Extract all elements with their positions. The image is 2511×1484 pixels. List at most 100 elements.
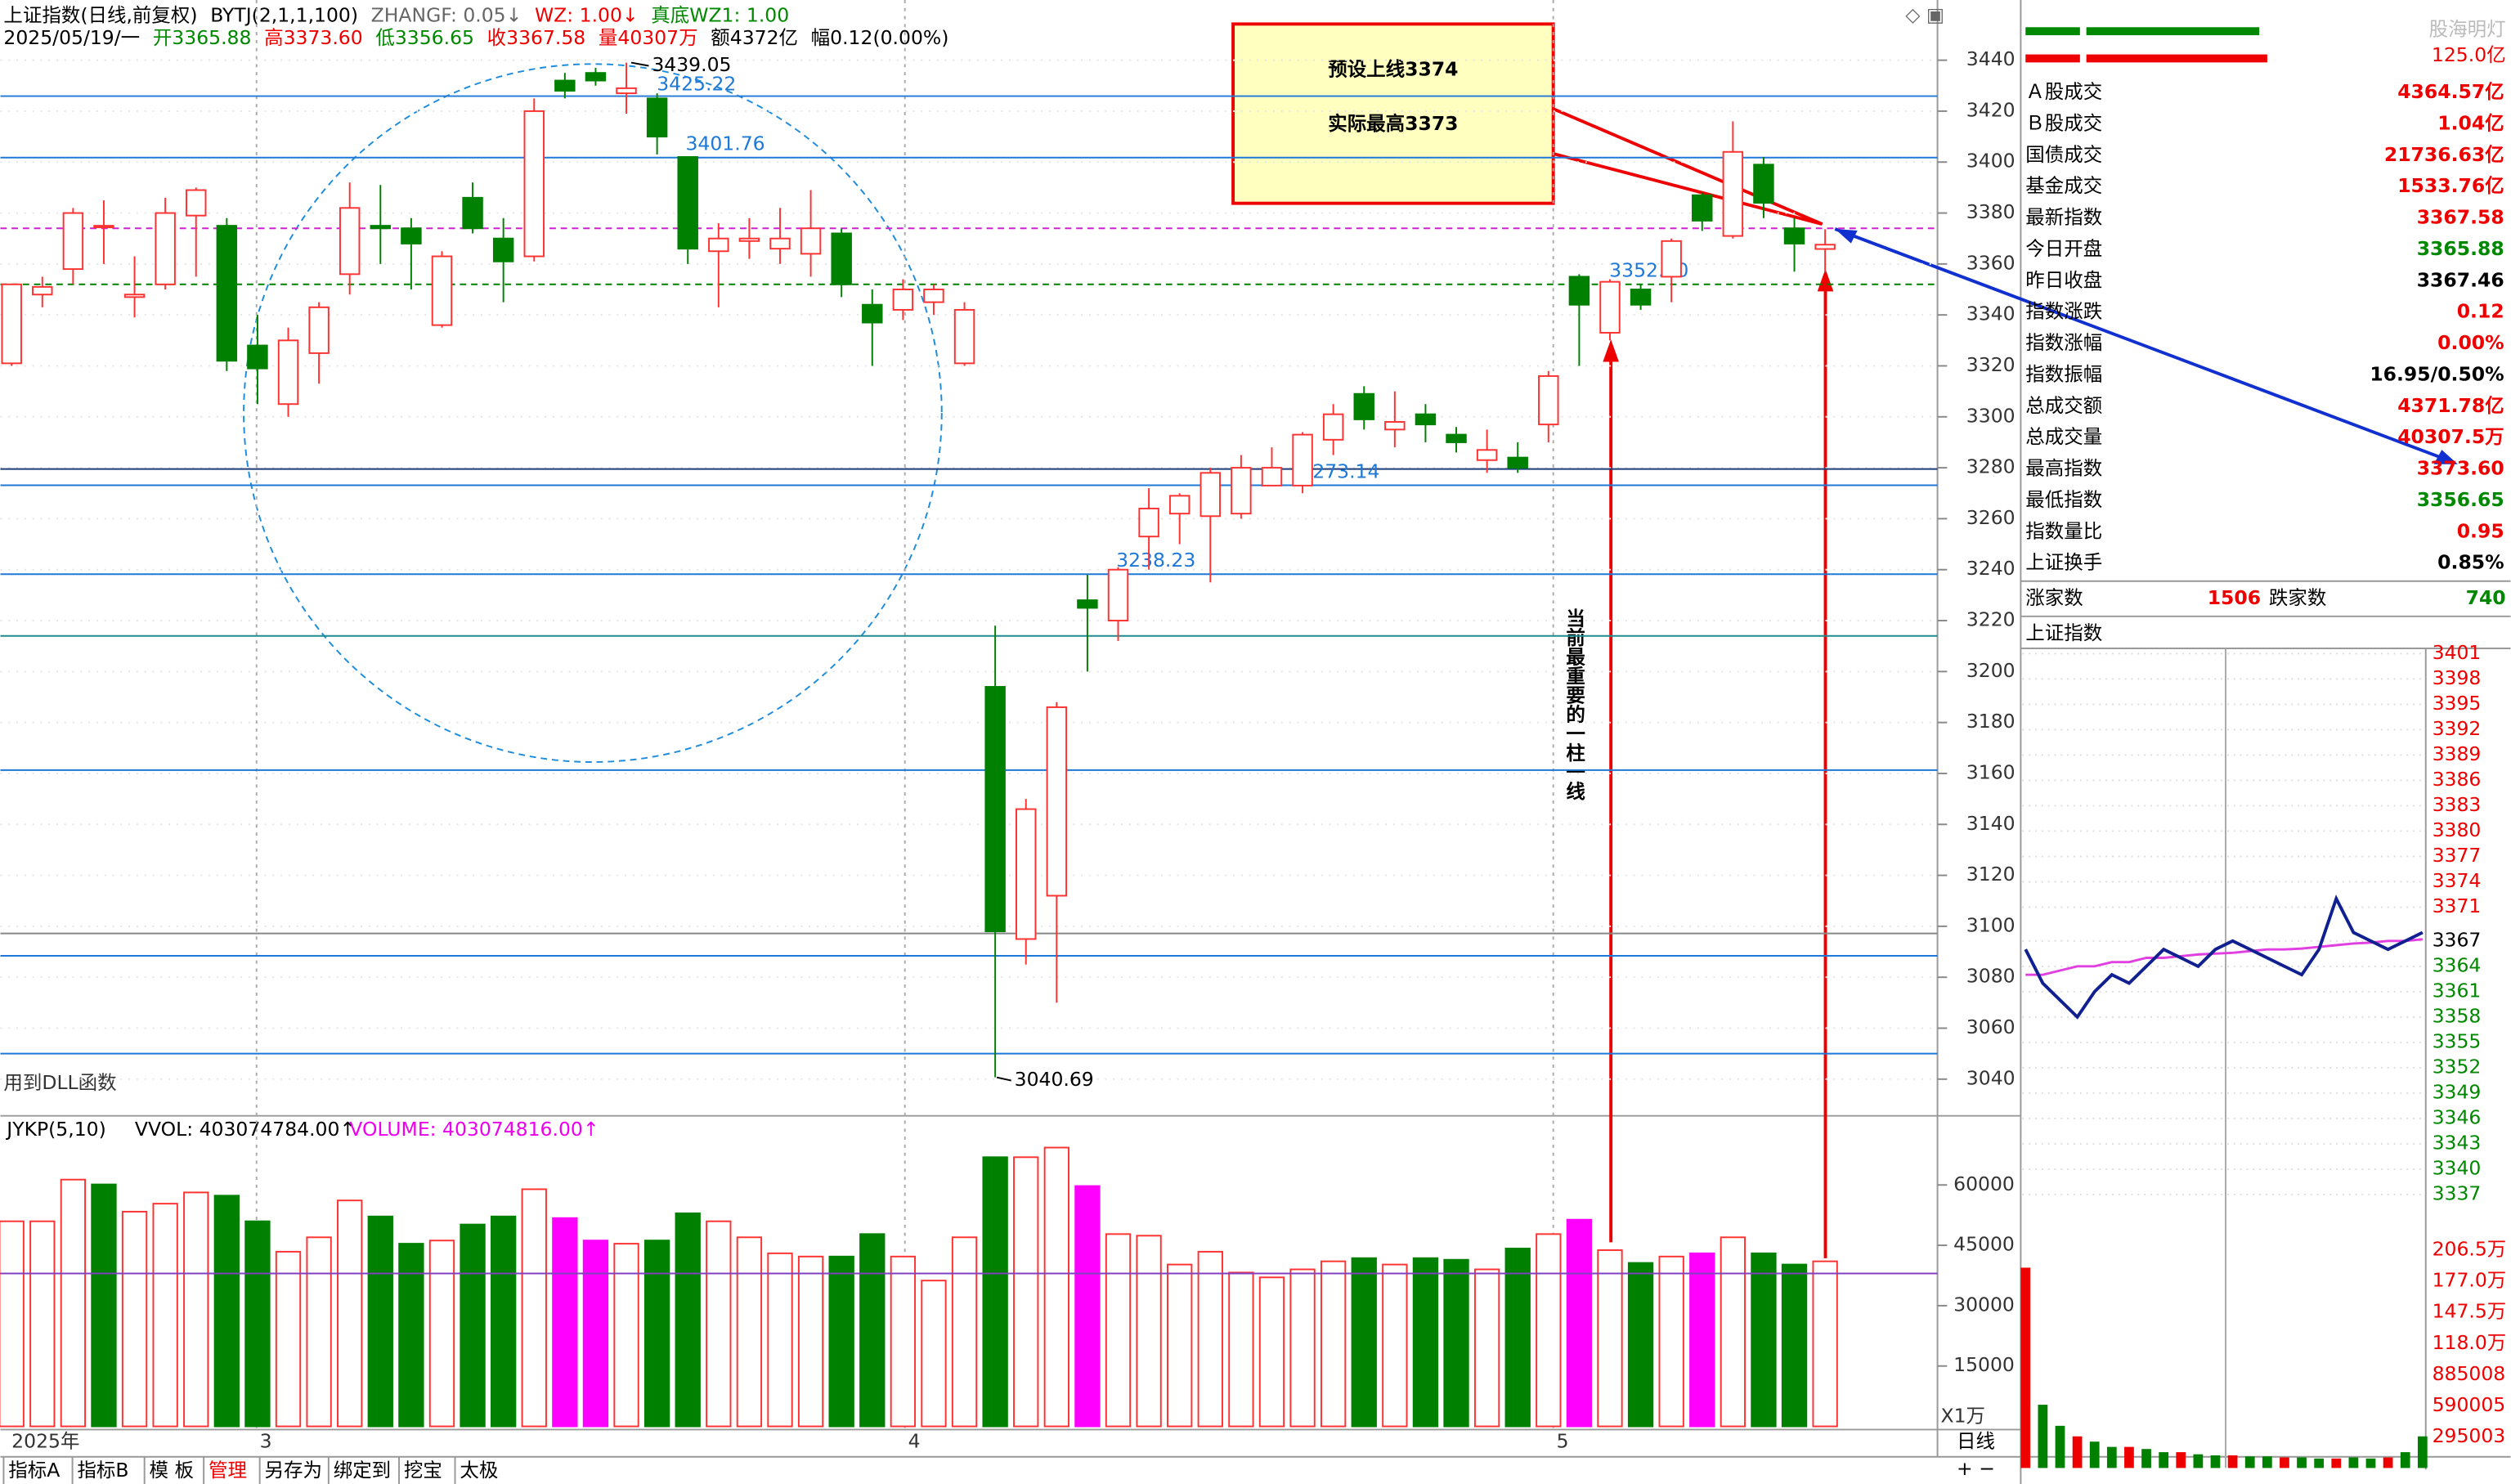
intraday-title: 上证指数 (2025, 621, 2102, 644)
volume-tick-label: 15000 (1953, 1353, 2015, 1376)
volume-bar (337, 1199, 363, 1428)
volume-bar (1627, 1262, 1654, 1428)
candle-body (1353, 392, 1374, 420)
volume-bar (582, 1240, 609, 1428)
volume-bar (1382, 1263, 1408, 1428)
period[interactable]: 日线 (1957, 1430, 1995, 1453)
toolbar-tab[interactable]: 挖宝 (404, 1459, 442, 1482)
candle-body (186, 189, 207, 217)
candle-body (155, 212, 176, 285)
window-icons[interactable]: ◇ ▣ (1905, 3, 1944, 26)
intraday-volume-tick: 295003 (2433, 1424, 2506, 1447)
intraday-tick-label: 3377 (2433, 844, 2482, 867)
y-tick-label: 3100 (1966, 913, 2016, 936)
candle-body (769, 237, 791, 250)
candle-body (1568, 276, 1590, 306)
panel-value: 3356.65 (2417, 488, 2504, 511)
header-item: 开3365.88 (153, 25, 252, 48)
annotation-text: 预设上线3374 (1328, 58, 1458, 81)
marker-arrow (996, 1076, 1011, 1082)
candle-body (277, 339, 299, 406)
header-item: 2025/05/19/一 (3, 25, 140, 48)
volume-bar (1751, 1252, 1777, 1428)
panel-value: 0.12 (2457, 300, 2504, 323)
volume-bar (552, 1217, 578, 1428)
candle-body (431, 255, 453, 326)
intraday-volume-bar (2020, 1267, 2031, 1468)
volume-bar (275, 1250, 302, 1428)
panel-value: 40307.5万 (2397, 425, 2504, 448)
y-tick-label: 3300 (1966, 404, 2016, 427)
y-tick-label: 3180 (1966, 710, 2016, 733)
y-tick-label: 3220 (1966, 608, 2016, 631)
panel-value: 3367.46 (2417, 268, 2504, 291)
volume-bar (982, 1156, 1008, 1428)
toolbar-tab[interactable]: 太极 (460, 1459, 498, 1482)
min-marker: 3040.69 (1015, 1068, 1094, 1091)
intraday-tick-label: 3358 (2433, 1004, 2482, 1027)
intraday-volume-bar (2193, 1454, 2204, 1468)
annotation-text: 实际最高3373 (1328, 112, 1458, 135)
candle-body (1599, 280, 1621, 334)
volume-bar (1597, 1249, 1623, 1428)
panel-value: 0.00% (2437, 331, 2504, 354)
panel-label: Ａ股成交 (2025, 80, 2102, 103)
zoom-buttons[interactable]: + − (1957, 1457, 1995, 1480)
volume-bar (428, 1240, 455, 1428)
volume-bar (1074, 1185, 1101, 1428)
volume-bar (767, 1252, 793, 1428)
volume-bar (890, 1255, 917, 1428)
intraday-price-line (2024, 894, 2424, 1020)
volume-header: JYKP(5,10) (5, 1118, 105, 1141)
candle-body (1, 283, 22, 365)
y-tick-label: 3040 (1966, 1066, 2016, 1089)
panel-bars (2025, 27, 2267, 63)
candle-body (93, 225, 114, 229)
candle-body (1722, 150, 1744, 237)
candle-body (1168, 495, 1190, 515)
toolbar-tab[interactable]: 绑定到 (334, 1459, 391, 1482)
intraday-volume-bar (2176, 1452, 2186, 1468)
up-count: 1506 (2208, 586, 2261, 609)
panel-label: 基金成交 (2025, 174, 2102, 197)
volume-bar (1258, 1276, 1285, 1428)
volume-bar (1167, 1263, 1193, 1428)
candle-body (923, 289, 944, 303)
toolbar-tab[interactable]: 指标B (77, 1459, 128, 1482)
level-label: 3401.76 (685, 132, 765, 155)
vvol-label: VVOL: 403074784.00↑ (135, 1118, 356, 1141)
candle-body (554, 79, 576, 92)
candle-body (677, 156, 698, 250)
toolbar-tab[interactable]: 管理 (209, 1459, 247, 1482)
candle-body (585, 72, 607, 82)
candle-body (1814, 244, 1836, 250)
volume-bar (1566, 1218, 1593, 1428)
intraday-volume-bar (2141, 1449, 2151, 1468)
volume-bar (1412, 1257, 1439, 1428)
candle-body (247, 344, 268, 370)
intraday-volume-tick: 147.5万 (2433, 1300, 2507, 1323)
candle-body (646, 97, 668, 138)
candle-body (1661, 240, 1682, 278)
intraday-tick-label: 3380 (2433, 818, 2482, 841)
intraday-volume-bar (2348, 1457, 2359, 1468)
candle-body (1107, 568, 1129, 622)
toolbar-tab[interactable]: 模 板 (150, 1459, 194, 1482)
candle-body (953, 308, 975, 365)
y-tick-label: 3080 (1966, 965, 2016, 988)
volume-bar (1228, 1271, 1254, 1428)
toolbar-tab[interactable]: 指标A (8, 1459, 60, 1482)
header-item: 真底WZ1: 1.00 (651, 3, 789, 26)
toolbar-tab[interactable]: 另存为 (265, 1459, 322, 1482)
y-tick-label: 3140 (1966, 812, 2016, 835)
candle-body (32, 285, 53, 296)
candle-body (831, 232, 852, 285)
volume-bar (951, 1236, 978, 1428)
x-tick-label: 2025年 (11, 1430, 79, 1453)
intraday-volume-bar (2210, 1455, 2221, 1468)
candle-body (1415, 413, 1437, 426)
candle-body (892, 289, 914, 311)
intraday-tick-label: 3401 (2433, 641, 2482, 664)
intraday-volume-bar (2331, 1458, 2342, 1468)
candle-body (401, 227, 422, 244)
